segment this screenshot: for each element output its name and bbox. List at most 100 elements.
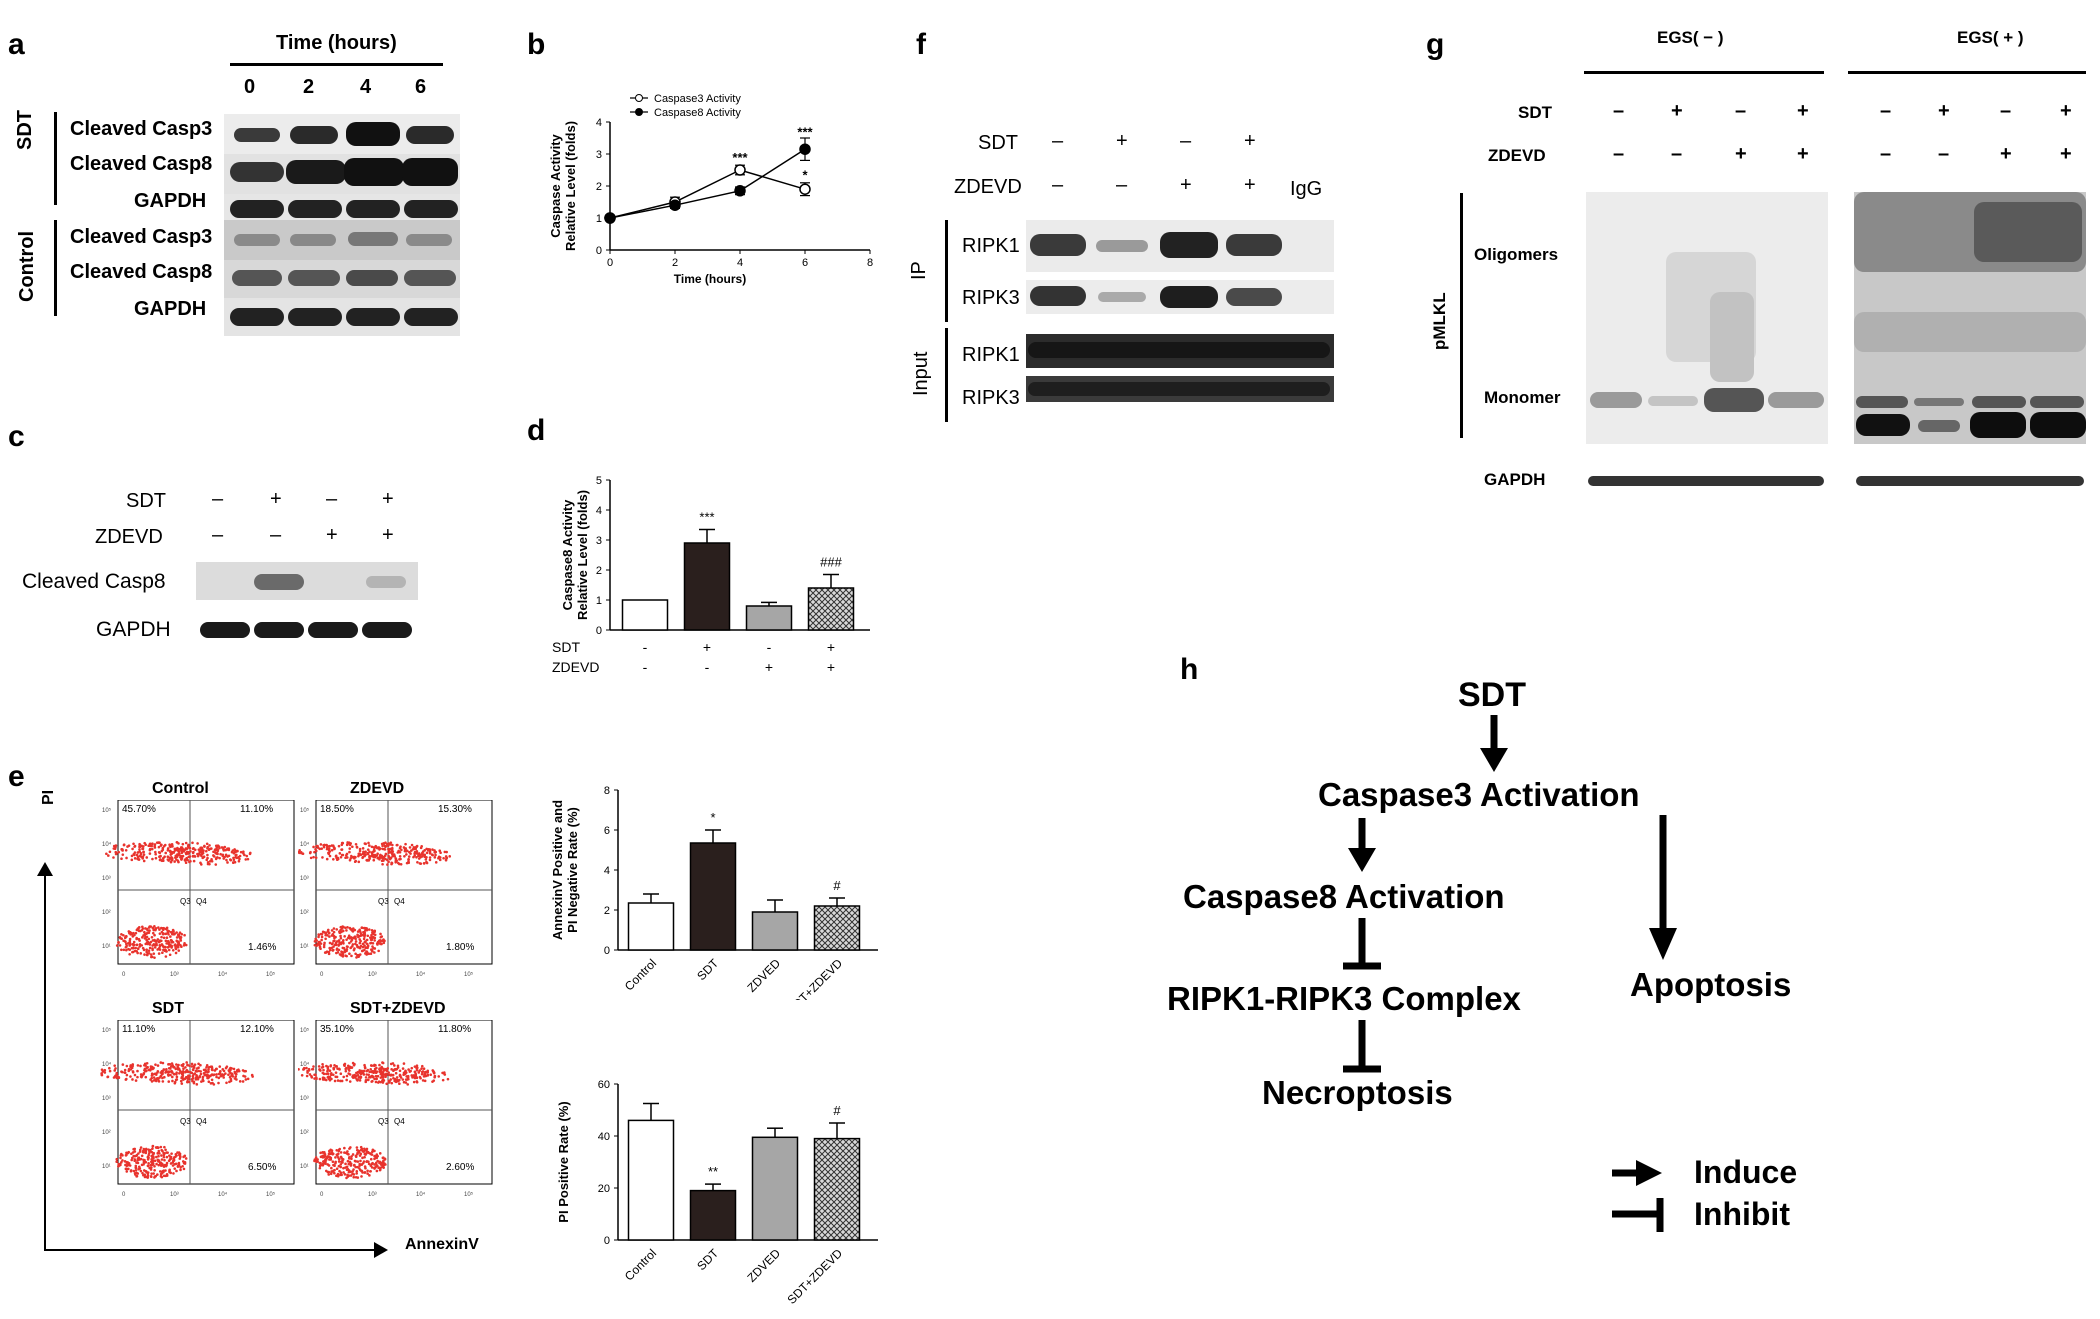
- flow-event: [388, 843, 392, 846]
- flow-event: [215, 1075, 218, 1079]
- flow-event: [155, 1077, 159, 1081]
- flow-event: [179, 1079, 183, 1083]
- flow-event: [175, 1075, 179, 1079]
- flow-event: [212, 1083, 216, 1086]
- flow-event: [142, 859, 146, 863]
- flow-event: [318, 1077, 322, 1081]
- flow-event: [433, 1074, 437, 1078]
- flow-event: [349, 1146, 352, 1149]
- flow-event: [365, 942, 369, 946]
- flow-event: [404, 1069, 407, 1073]
- flow-event: [179, 1155, 182, 1159]
- flow-event: [171, 1071, 174, 1074]
- flow-event: [429, 1073, 432, 1077]
- flow-event: [165, 926, 169, 930]
- flow-event: [379, 1076, 383, 1079]
- flow-event: [228, 1080, 231, 1084]
- flow-event: [150, 1172, 153, 1175]
- flow-event: [312, 1065, 315, 1068]
- flow-event: [342, 946, 346, 950]
- flow-event: [159, 854, 162, 858]
- flow-event: [169, 1065, 173, 1068]
- flow-event: [383, 939, 386, 943]
- flow-event: [335, 947, 339, 950]
- flow-event: [169, 930, 173, 934]
- flow-event: [210, 858, 213, 861]
- flow-event: [298, 850, 299, 854]
- c-sdt-sign-3: –: [326, 488, 338, 510]
- flow-event: [153, 946, 157, 949]
- f-ip-bracket: [945, 220, 948, 322]
- flow-event: [336, 1079, 340, 1082]
- flow-event: [158, 1076, 161, 1079]
- flow-event: [134, 931, 138, 935]
- flow-event: [150, 955, 153, 959]
- flow-event: [348, 1069, 351, 1072]
- flow-event: [373, 1149, 376, 1153]
- flow-event: [123, 936, 127, 940]
- flow-event: [224, 848, 227, 852]
- flow-event: [333, 1171, 336, 1175]
- flow-event: [162, 1153, 166, 1157]
- flow-event: [184, 1157, 188, 1160]
- flow-event: [319, 1161, 322, 1165]
- g-oligomers: Oligomers: [1474, 245, 1559, 264]
- flow-event: [345, 1176, 348, 1180]
- f-igg: IgG: [1290, 178, 1323, 200]
- significance-mark: **: [708, 1164, 718, 1179]
- flow-event: [419, 862, 423, 865]
- flow-event: [141, 1171, 144, 1175]
- y-tick-label: 10¹: [300, 1164, 309, 1170]
- flow-event: [167, 932, 170, 936]
- y-tick-label: 6: [604, 825, 610, 837]
- flow-event: [336, 1174, 340, 1178]
- flow-event: [160, 849, 164, 853]
- flow-event: [201, 856, 205, 860]
- category-label: SDT: [694, 956, 721, 983]
- flow-event: [123, 1068, 127, 1072]
- flow-event: [321, 930, 325, 934]
- flow-event: [229, 858, 232, 861]
- flow-event: [200, 847, 204, 851]
- flow-event: [227, 1073, 230, 1077]
- flow-event: [390, 849, 394, 852]
- panel-label-h: h: [1180, 653, 1199, 686]
- flow-event: [150, 847, 154, 851]
- flow-event: [358, 849, 362, 853]
- flow-event: [165, 942, 168, 945]
- flow-event: [370, 933, 373, 937]
- x-tick-label: 0: [320, 1192, 324, 1198]
- flow-event: [344, 1166, 347, 1169]
- data-point: [734, 164, 746, 176]
- flow-event: [226, 847, 229, 850]
- flow-event: [348, 850, 351, 854]
- flow-event: [371, 950, 374, 953]
- time-2: 2: [303, 76, 315, 98]
- flow-event: [357, 945, 360, 949]
- flow-event: [137, 1156, 141, 1159]
- flow-event: [108, 850, 112, 854]
- y-tick-label: 1: [596, 595, 602, 607]
- flow-event: [133, 845, 136, 848]
- flow-event: [126, 845, 129, 848]
- flow-event: [130, 1066, 134, 1070]
- flow-event: [164, 955, 168, 958]
- flow-event: [358, 847, 362, 851]
- flow-event: [339, 1163, 343, 1166]
- flow-plot: 11.10% 12.10% 6.50% Q3 Q4 10⁵ 10⁴ 10³ 10² 10¹ 0 10³…: [100, 1020, 295, 1198]
- bar: [751, 911, 799, 951]
- flow-event: [346, 1159, 350, 1163]
- c-sdt-sign-1: –: [212, 488, 224, 510]
- flow-event: [205, 858, 209, 862]
- blot-g-minus: [1586, 192, 1828, 444]
- flow-event: [131, 847, 134, 851]
- flow-event: [371, 1075, 375, 1078]
- flow-event: [358, 928, 361, 932]
- quadrant-q4-label: Q4: [196, 897, 207, 906]
- flow-event: [125, 1073, 129, 1077]
- flow-event: [339, 1072, 343, 1076]
- g-sdt-sign: +: [1671, 100, 1683, 122]
- flow-event: [441, 1078, 445, 1082]
- flow-event: [190, 1062, 194, 1066]
- flow-event: [169, 935, 172, 938]
